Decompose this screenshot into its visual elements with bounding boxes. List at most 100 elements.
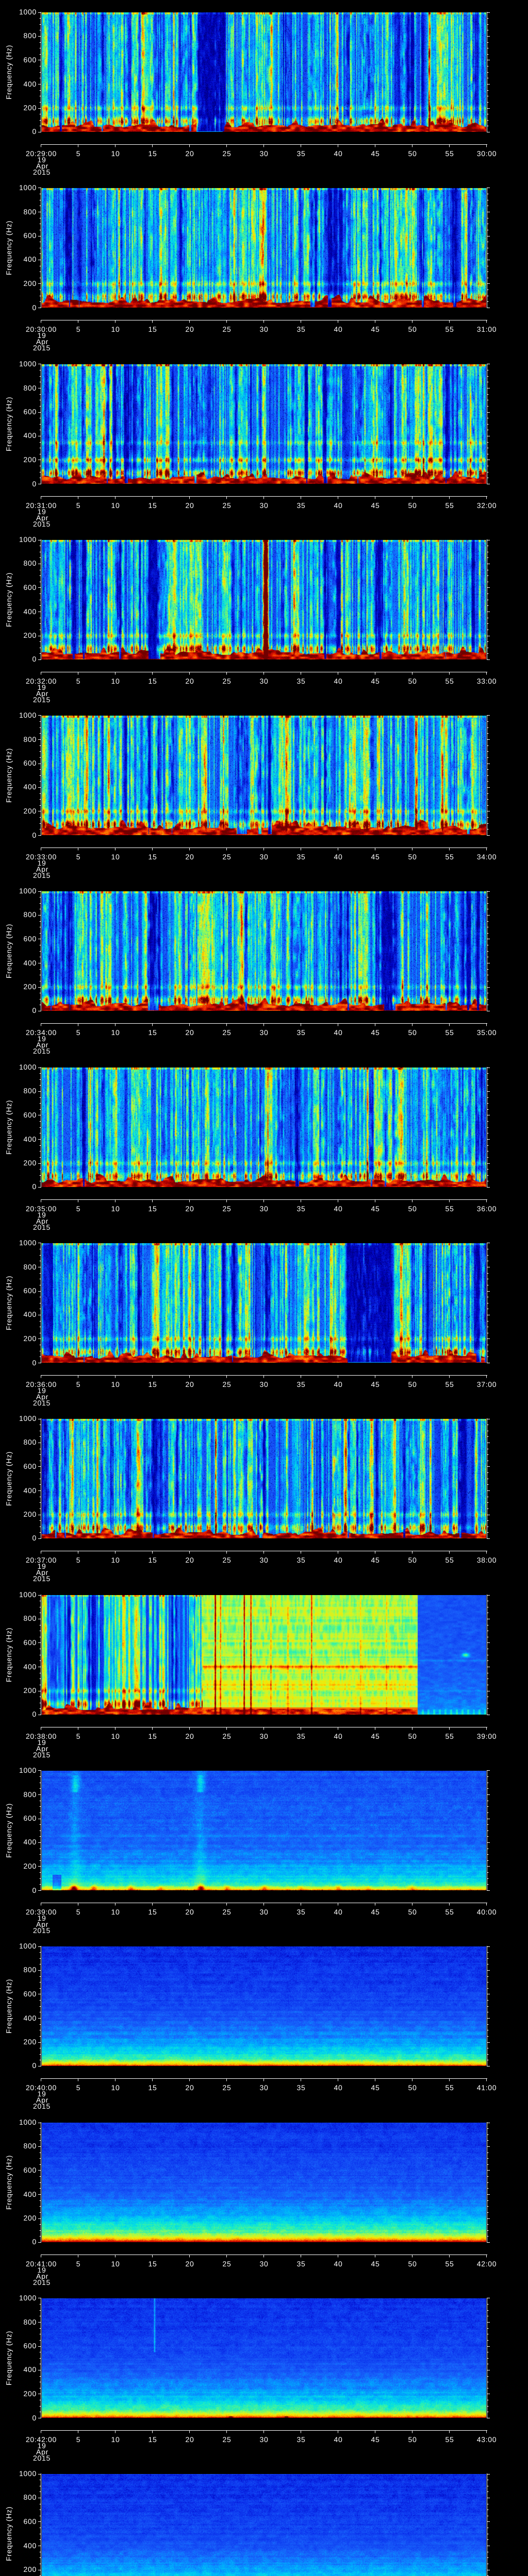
svg-text:5: 5 xyxy=(76,2260,81,2268)
svg-text:Apr: Apr xyxy=(36,865,48,873)
svg-text:5: 5 xyxy=(76,677,81,685)
svg-text:600: 600 xyxy=(24,1111,37,1119)
svg-text:1000: 1000 xyxy=(19,2294,37,2302)
svg-text:0: 0 xyxy=(32,2061,37,2070)
svg-text:40: 40 xyxy=(334,2260,343,2268)
svg-text:19: 19 xyxy=(38,859,46,867)
svg-text:25: 25 xyxy=(223,1908,232,1916)
svg-text:Apr: Apr xyxy=(36,1920,48,1928)
svg-text:Frequency (Hz): Frequency (Hz) xyxy=(5,1628,13,1682)
svg-text:2015: 2015 xyxy=(33,2102,51,2110)
svg-text:30: 30 xyxy=(260,149,269,158)
svg-text:25: 25 xyxy=(223,501,232,510)
svg-text:1000: 1000 xyxy=(19,711,37,719)
svg-text:2015: 2015 xyxy=(33,344,51,352)
svg-text:20:37:00: 20:37:00 xyxy=(26,1556,57,1564)
svg-text:200: 200 xyxy=(24,1159,37,1167)
svg-text:800: 800 xyxy=(24,1965,37,1974)
svg-text:200: 200 xyxy=(24,631,37,639)
svg-text:30: 30 xyxy=(260,1380,269,1388)
svg-text:30: 30 xyxy=(260,1908,269,1916)
svg-text:50: 50 xyxy=(408,1908,417,1916)
svg-text:15: 15 xyxy=(148,1028,157,1037)
svg-text:0: 0 xyxy=(32,1534,37,1542)
svg-text:20: 20 xyxy=(186,1732,194,1740)
svg-text:35: 35 xyxy=(297,677,306,685)
svg-text:10: 10 xyxy=(111,677,120,685)
svg-text:45: 45 xyxy=(371,1028,380,1037)
svg-text:10: 10 xyxy=(111,2083,120,2092)
svg-text:20:40:00: 20:40:00 xyxy=(26,2083,57,2092)
svg-text:35:00: 35:00 xyxy=(477,1028,497,1037)
svg-text:35: 35 xyxy=(297,2260,306,2268)
svg-text:25: 25 xyxy=(223,149,232,158)
svg-text:35: 35 xyxy=(297,1908,306,1916)
svg-text:35: 35 xyxy=(297,325,306,333)
svg-text:15: 15 xyxy=(148,2435,157,2444)
svg-text:55: 55 xyxy=(446,677,454,685)
svg-text:200: 200 xyxy=(24,279,37,287)
svg-text:400: 400 xyxy=(24,1838,37,1846)
svg-text:Apr: Apr xyxy=(36,162,48,170)
svg-text:30: 30 xyxy=(260,1205,269,1213)
svg-text:1000: 1000 xyxy=(19,2118,37,2126)
svg-text:800: 800 xyxy=(24,1263,37,1271)
svg-text:15: 15 xyxy=(148,1556,157,1564)
svg-text:50: 50 xyxy=(408,1556,417,1564)
svg-text:20: 20 xyxy=(186,1908,194,1916)
svg-text:2015: 2015 xyxy=(33,1574,51,1583)
svg-text:20: 20 xyxy=(186,1028,194,1037)
svg-text:15: 15 xyxy=(148,2083,157,2092)
svg-text:35: 35 xyxy=(297,149,306,158)
svg-text:Frequency (Hz): Frequency (Hz) xyxy=(5,397,13,451)
svg-text:10: 10 xyxy=(111,853,120,861)
svg-text:Apr: Apr xyxy=(36,337,48,346)
svg-text:Apr: Apr xyxy=(36,689,48,698)
svg-text:20:35:00: 20:35:00 xyxy=(26,1205,57,1213)
svg-text:50: 50 xyxy=(408,853,417,861)
svg-text:800: 800 xyxy=(24,910,37,919)
svg-text:400: 400 xyxy=(24,2365,37,2374)
svg-text:40: 40 xyxy=(334,501,343,510)
svg-text:25: 25 xyxy=(223,1556,232,1564)
svg-text:42:00: 42:00 xyxy=(477,2260,497,2268)
svg-text:1000: 1000 xyxy=(19,1590,37,1599)
svg-text:20:36:00: 20:36:00 xyxy=(26,1380,57,1388)
svg-text:55: 55 xyxy=(446,1908,454,1916)
svg-text:0: 0 xyxy=(32,1182,37,1191)
svg-text:35: 35 xyxy=(297,2083,306,2092)
svg-text:400: 400 xyxy=(24,959,37,967)
svg-text:400: 400 xyxy=(24,1486,37,1495)
svg-text:5: 5 xyxy=(76,2435,81,2444)
svg-text:43:00: 43:00 xyxy=(477,2435,497,2444)
svg-text:45: 45 xyxy=(371,2260,380,2268)
svg-text:40: 40 xyxy=(334,1380,343,1388)
svg-text:55: 55 xyxy=(446,2435,454,2444)
svg-text:0: 0 xyxy=(32,1710,37,1718)
svg-text:40: 40 xyxy=(334,325,343,333)
svg-text:40: 40 xyxy=(334,677,343,685)
svg-text:15: 15 xyxy=(148,677,157,685)
svg-text:50: 50 xyxy=(408,677,417,685)
svg-text:20: 20 xyxy=(186,2260,194,2268)
svg-text:50: 50 xyxy=(408,149,417,158)
svg-text:Apr: Apr xyxy=(36,2096,48,2104)
svg-text:1000: 1000 xyxy=(19,887,37,895)
svg-text:2015: 2015 xyxy=(33,2278,51,2286)
svg-text:600: 600 xyxy=(24,1814,37,1822)
svg-text:30: 30 xyxy=(260,2083,269,2092)
svg-text:0: 0 xyxy=(32,655,37,663)
svg-text:Apr: Apr xyxy=(36,1393,48,1401)
svg-text:10: 10 xyxy=(111,149,120,158)
svg-text:200: 200 xyxy=(24,2038,37,2046)
svg-text:800: 800 xyxy=(24,559,37,567)
svg-text:200: 200 xyxy=(24,2214,37,2222)
svg-text:25: 25 xyxy=(223,2083,232,2092)
svg-text:20: 20 xyxy=(186,677,194,685)
svg-text:Apr: Apr xyxy=(36,1217,48,1225)
svg-text:400: 400 xyxy=(24,1310,37,1318)
svg-text:25: 25 xyxy=(223,2435,232,2444)
svg-text:200: 200 xyxy=(24,807,37,815)
svg-text:Frequency (Hz): Frequency (Hz) xyxy=(5,1979,13,2033)
svg-text:600: 600 xyxy=(24,1286,37,1295)
